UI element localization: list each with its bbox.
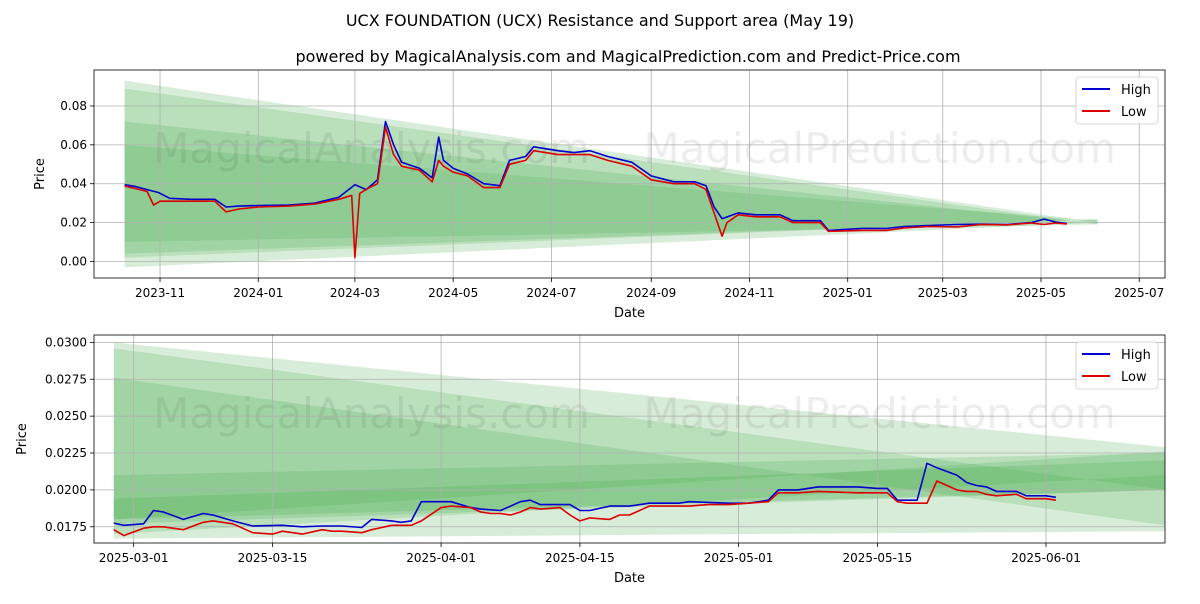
series-line-low	[124, 126, 1067, 259]
legend-label-low: Low	[1121, 370, 1147, 385]
y-tick-label: 0.0275	[45, 372, 87, 386]
x-tick-label: 2024-11	[724, 286, 774, 300]
legend-label-high: High	[1121, 83, 1151, 98]
forecast-band-4	[124, 144, 1098, 242]
plot-contents: MagicalAnalysis.com MagicalPrediction.co…	[94, 70, 1165, 278]
x-tick-label: 2025-05-01	[704, 551, 774, 565]
watermark-text: MagicalAnalysis.com MagicalPrediction.co…	[153, 389, 1116, 438]
series-line-high	[124, 120, 1067, 232]
x-tick-label: 2025-01	[823, 286, 873, 300]
legend-label-high: High	[1121, 348, 1151, 363]
forecast-band-1	[124, 80, 1098, 258]
y-tick-label: 0.0250	[45, 409, 87, 423]
axes-frame	[93, 69, 1166, 279]
legend: High Low	[1075, 76, 1159, 125]
y-axis-label: Price	[33, 158, 48, 190]
top-panel: MagicalAnalysis.com MagicalPrediction.co…	[33, 69, 1166, 321]
x-tick-label: 2024-03	[330, 286, 380, 300]
x-tick-label: 2024-01	[233, 286, 283, 300]
forecast-band-4	[113, 453, 1165, 524]
x-tick-label: 2025-03-15	[238, 551, 308, 565]
bottom-panel: MagicalAnalysis.com MagicalPrediction.co…	[15, 334, 1166, 586]
y-axis-label: Price	[15, 423, 30, 455]
legend: High Low	[1075, 341, 1159, 390]
x-tick-label: 2024-09	[626, 286, 676, 300]
y-tick-label: 0.0175	[45, 520, 87, 534]
chart-title: UCX FOUNDATION (UCX) Resistance and Supp…	[346, 11, 854, 30]
x-axis-label: Date	[614, 571, 645, 586]
legend-label-low: Low	[1121, 105, 1147, 120]
x-tick-label: 2023-11	[135, 286, 185, 300]
x-tick-label: 2025-06-01	[1011, 551, 1081, 565]
y-tick-label: 0.04	[60, 177, 87, 191]
chart-subtitle: powered by MagicalAnalysis.com and Magic…	[295, 47, 960, 66]
x-tick-label: 2025-04-01	[406, 551, 476, 565]
forecast-band-3	[124, 121, 1098, 254]
x-tick-label: 2025-05	[1016, 286, 1066, 300]
x-axis-label: Date	[614, 306, 645, 321]
watermark-text: MagicalAnalysis.com MagicalPrediction.co…	[153, 124, 1116, 173]
y-tick-label: 0.08	[60, 99, 87, 113]
series-line-high	[113, 462, 1057, 529]
forecast-band-3	[113, 377, 1165, 526]
x-tick-label: 2025-03	[918, 286, 968, 300]
y-tick-label: 0.0225	[45, 446, 87, 460]
x-tick-label: 2024-05	[428, 286, 478, 300]
y-tick-label: 0.02	[60, 216, 87, 230]
y-tick-label: 0.0200	[45, 483, 87, 497]
x-tick-label: 2025-05-15	[843, 551, 913, 565]
y-tick-label: 0.06	[60, 138, 87, 152]
x-tick-label: 2024-07	[526, 286, 576, 300]
y-tick-label: 0.00	[60, 254, 87, 268]
x-tick-label: 2025-07	[1114, 286, 1164, 300]
forecast-band-2	[113, 348, 1165, 535]
plot-contents: MagicalAnalysis.com MagicalPrediction.co…	[94, 335, 1165, 543]
axes-frame	[93, 334, 1166, 544]
x-tick-label: 2025-03-01	[99, 551, 169, 565]
x-tick-label: 2025-04-15	[545, 551, 615, 565]
series-line-low	[113, 480, 1057, 537]
plot-area	[94, 70, 1165, 278]
y-tick-label: 0.0300	[45, 335, 87, 349]
